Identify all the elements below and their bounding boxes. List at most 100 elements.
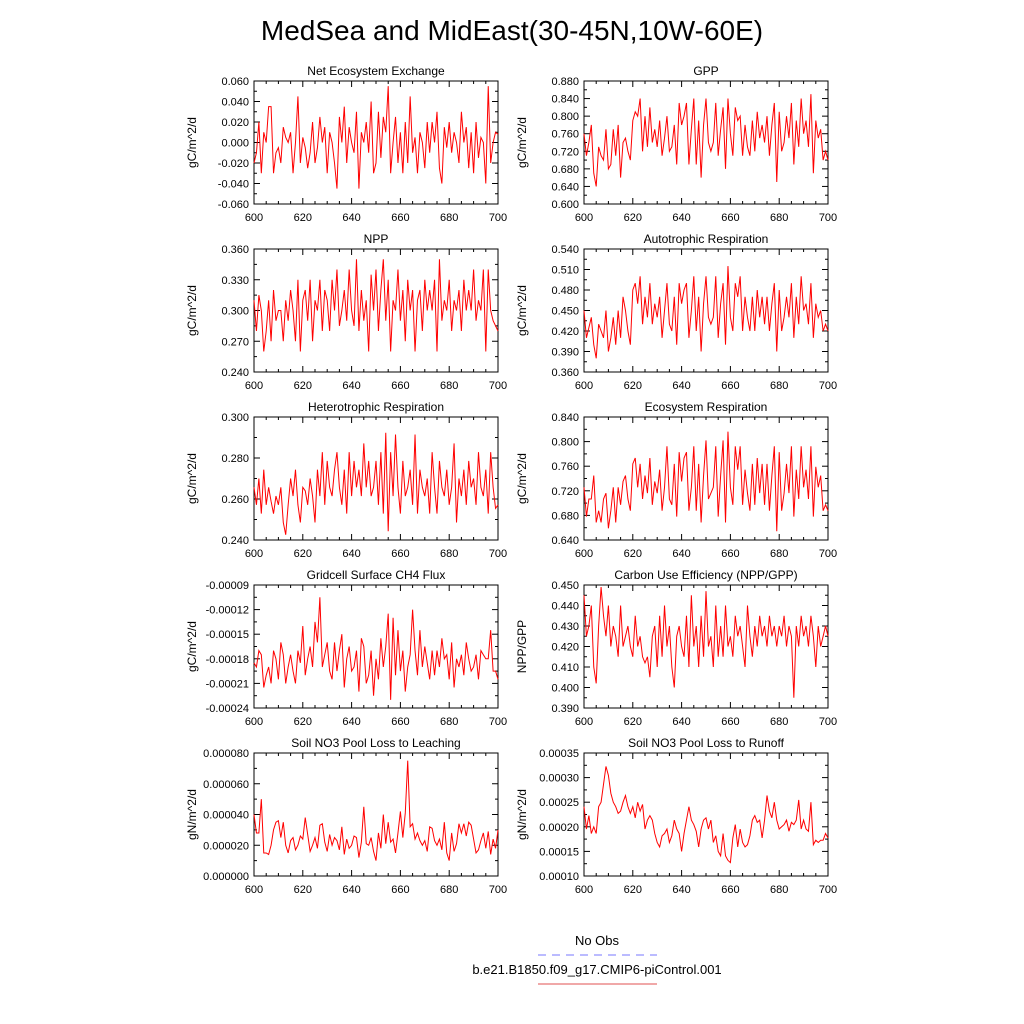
y-tick-label: 0.280 <box>221 453 249 465</box>
y-tick-label: 0.330 <box>221 275 249 287</box>
chart-title: Autotrophic Respiration <box>644 232 769 246</box>
y-tick-label: 0.000040 <box>203 810 249 822</box>
y-axis-label: gC/m^2/d <box>185 285 199 336</box>
x-tick-label: 660 <box>391 548 409 560</box>
x-tick-label: 620 <box>294 884 312 896</box>
y-tick-label: 0.430 <box>551 621 579 633</box>
chart-title: Heterotrophic Respiration <box>308 400 444 414</box>
y-tick-label: 0.00035 <box>539 748 579 760</box>
series-line-autotrophic-respiration <box>583 266 829 359</box>
y-axis-label: gC/m^2/d <box>515 453 529 504</box>
plot-frame <box>253 248 499 373</box>
y-tick-label: 0.640 <box>551 535 579 547</box>
plot-frame <box>253 80 499 205</box>
y-tick-label: 0.240 <box>221 367 249 379</box>
chart-title: Ecosystem Respiration <box>645 400 768 414</box>
y-axis-label: NPP/GPP <box>515 620 529 673</box>
x-tick-label: 620 <box>294 716 312 728</box>
y-tick-label: 0.420 <box>551 326 579 338</box>
x-tick-label: 620 <box>294 212 312 224</box>
y-tick-label: 0.400 <box>551 683 579 695</box>
x-tick-label: 620 <box>294 548 312 560</box>
x-tick-label: 660 <box>721 380 739 392</box>
chart-gridcell-surface-ch4-flux: Gridcell Surface CH4 Flux gC/m^2/d 600 620 6… <box>185 568 507 728</box>
x-tick-label: 680 <box>770 212 788 224</box>
x-tick-label: 660 <box>721 884 739 896</box>
x-tick-label: 680 <box>770 548 788 560</box>
y-tick-label: 0.00025 <box>539 797 579 809</box>
y-tick-label: 0.00030 <box>539 773 579 785</box>
y-axis-label: gN/m^2/d <box>185 789 199 840</box>
y-tick-label: 0.270 <box>221 336 249 348</box>
y-tick-label: 0.040 <box>221 97 249 109</box>
chart-soil-no3-pool-loss-to-leaching: Soil NO3 Pool Loss to Leaching gN/m^2/d 60… <box>185 736 507 896</box>
series-line-heterotrophic-respiration <box>253 432 499 535</box>
x-tick-label: 660 <box>721 716 739 728</box>
series-line-gridcell-surface-ch4-flux <box>253 597 499 700</box>
x-tick-label: 660 <box>391 884 409 896</box>
x-tick-label: 680 <box>440 548 458 560</box>
y-tick-label: -0.060 <box>218 199 249 211</box>
x-tick-label: 640 <box>672 548 690 560</box>
x-tick-label: 600 <box>245 212 263 224</box>
chart-title: Carbon Use Efficiency (NPP/GPP) <box>614 568 797 582</box>
y-tick-label: -0.00021 <box>206 678 249 690</box>
plot-frame <box>583 752 829 877</box>
x-tick-label: 600 <box>245 380 263 392</box>
chart-panels: Net Ecosystem Exchange gC/m^2/d 600 620 640 6… <box>185 64 837 896</box>
x-tick-label: 620 <box>294 380 312 392</box>
y-tick-label: 0.800 <box>551 111 579 123</box>
x-tick-label: 700 <box>819 548 837 560</box>
figure-title: MedSea and MidEast(30-45N,10W-60E) <box>261 15 763 46</box>
x-tick-label: 640 <box>672 212 690 224</box>
x-tick-label: 660 <box>391 212 409 224</box>
x-tick-label: 700 <box>489 212 507 224</box>
y-tick-label: 0.300 <box>221 412 249 424</box>
x-tick-label: 700 <box>819 212 837 224</box>
chart-ecosystem-respiration: Ecosystem Respiration gC/m^2/d 600 620 640 66… <box>515 400 837 560</box>
y-tick-label: 0.450 <box>551 306 579 318</box>
legend-label-control-run: b.e21.B1850.f09_g17.CMIP6-piControl.001 <box>472 962 721 977</box>
y-tick-label: 0.880 <box>551 76 579 88</box>
plot-frame <box>583 416 829 541</box>
series-line-ecosystem-respiration <box>583 431 829 532</box>
y-tick-label: -0.020 <box>218 158 249 170</box>
chart-npp: NPP gC/m^2/d 600 620 640 660 680 700 0.360 0.330 0… <box>185 232 507 392</box>
x-tick-label: 640 <box>342 884 360 896</box>
chart-title: GPP <box>693 64 718 78</box>
chart-heterotrophic-respiration: Heterotrophic Respiration gC/m^2/d 600 620 6… <box>185 400 507 560</box>
y-tick-label: 0.800 <box>551 437 579 449</box>
y-tick-label: 0.000020 <box>203 840 249 852</box>
chart-soil-no3-pool-loss-to-runoff: Soil NO3 Pool Loss to Runoff gN/m^2/d 600 6… <box>515 736 837 896</box>
x-tick-label: 700 <box>819 380 837 392</box>
y-tick-label: -0.00012 <box>206 605 249 617</box>
x-tick-label: 680 <box>770 716 788 728</box>
x-tick-label: 700 <box>819 716 837 728</box>
x-tick-label: 700 <box>489 380 507 392</box>
plot-frame <box>583 248 829 373</box>
y-tick-label: 0.840 <box>551 412 579 424</box>
y-tick-label: 0.300 <box>221 306 249 318</box>
x-tick-label: 700 <box>489 884 507 896</box>
chart-autotrophic-respiration: Autotrophic Respiration gC/m^2/d 600 620 640… <box>515 232 837 392</box>
series-line-carbon-use-efficiency-npp-gpp <box>583 587 829 698</box>
series-line-soil-no3-pool-loss-to-leaching <box>253 760 499 861</box>
x-tick-label: 600 <box>575 884 593 896</box>
x-tick-label: 660 <box>721 548 739 560</box>
x-tick-label: 680 <box>440 212 458 224</box>
chart-gpp: GPP gC/m^2/d 600 620 640 660 680 700 0.880 0.840 0… <box>515 64 837 224</box>
y-tick-label: 0.000080 <box>203 748 249 760</box>
y-tick-label: 0.600 <box>551 199 579 211</box>
x-tick-label: 600 <box>575 212 593 224</box>
y-tick-label: 0.410 <box>551 662 579 674</box>
y-tick-label: 0.640 <box>551 181 579 193</box>
x-tick-label: 680 <box>770 380 788 392</box>
chart-title: Gridcell Surface CH4 Flux <box>307 568 446 582</box>
y-tick-label: -0.040 <box>218 179 249 191</box>
y-axis-label: gC/m^2/d <box>185 621 199 672</box>
x-tick-label: 700 <box>489 548 507 560</box>
y-tick-label: 0.720 <box>551 146 579 158</box>
x-tick-label: 600 <box>245 884 263 896</box>
y-tick-label: 0.390 <box>551 703 579 715</box>
x-tick-label: 680 <box>440 716 458 728</box>
